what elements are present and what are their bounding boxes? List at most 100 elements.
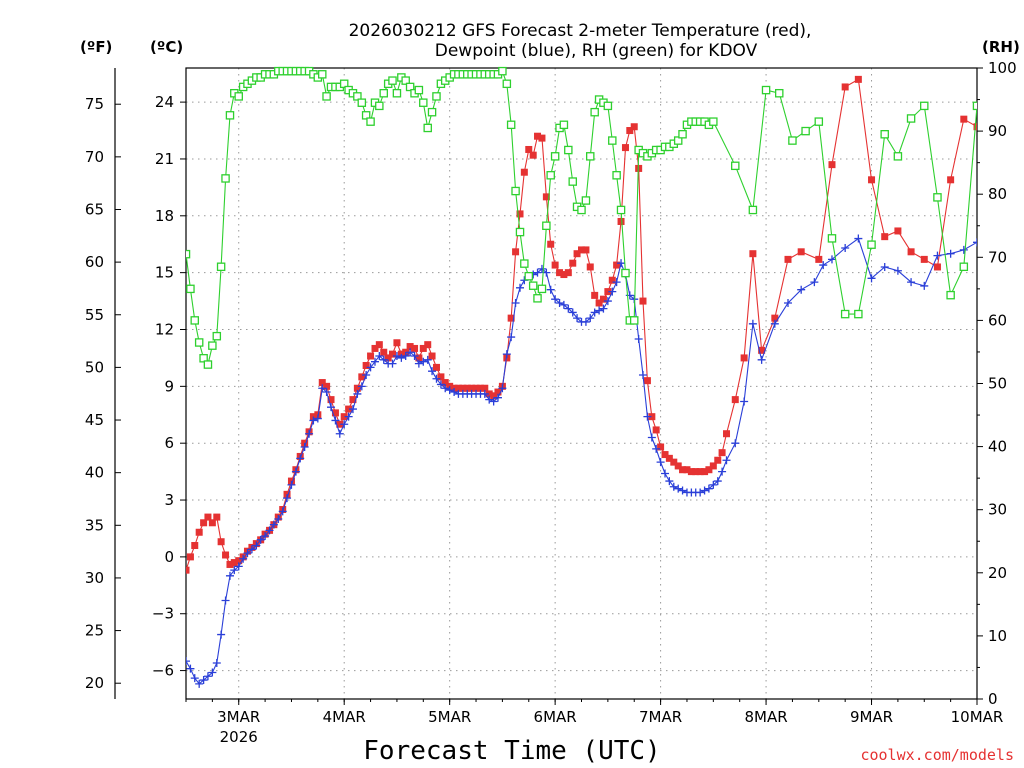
dewpoint-point bbox=[195, 679, 204, 688]
dewpoint-point bbox=[797, 285, 806, 294]
temperature-point bbox=[367, 352, 375, 360]
temperature-point bbox=[595, 299, 603, 307]
temperature-point bbox=[920, 255, 928, 263]
dewpoint-point bbox=[757, 355, 766, 364]
dewpoint-point bbox=[313, 414, 322, 423]
dewpoint-point bbox=[617, 259, 626, 268]
temperature-point bbox=[582, 246, 590, 254]
dewpoint-point bbox=[186, 657, 190, 666]
temperature-point bbox=[599, 295, 607, 303]
dewpoint-point bbox=[599, 304, 608, 313]
fahrenheit-tick-label: 60 bbox=[85, 253, 104, 271]
fahrenheit-tick-label: 20 bbox=[85, 674, 104, 692]
rh-point bbox=[432, 92, 441, 101]
dewpoint-point bbox=[511, 298, 520, 307]
dewpoint-point bbox=[239, 554, 248, 563]
dewpoint-point bbox=[516, 283, 525, 292]
rh-point bbox=[972, 101, 977, 111]
rh-point bbox=[814, 117, 824, 126]
dewpoint-point bbox=[704, 484, 713, 493]
dewpoint-point bbox=[656, 458, 665, 467]
dewpoint-point bbox=[401, 352, 410, 361]
temperature-point bbox=[841, 83, 849, 91]
dewpoint-point bbox=[564, 304, 573, 313]
title-line-2: Dewpoint (blue), RH (green) for KDOV bbox=[435, 41, 758, 61]
rh-point bbox=[586, 152, 595, 161]
rh-tick-label: 50 bbox=[988, 375, 1007, 393]
rh-point bbox=[537, 284, 547, 294]
temperature-point bbox=[621, 144, 629, 152]
temperature-point bbox=[380, 348, 388, 356]
dewpoint-point bbox=[335, 429, 344, 438]
dewpoint-point bbox=[234, 562, 243, 571]
rh-tick-label: 60 bbox=[988, 311, 1007, 329]
dewpoint-point bbox=[357, 382, 366, 391]
dewpoint-point bbox=[269, 520, 278, 529]
dewpoint-point bbox=[441, 384, 450, 393]
dewpoint-point bbox=[203, 672, 212, 681]
celsius-tick-label: 18 bbox=[155, 207, 174, 225]
dewpoint-point bbox=[652, 444, 661, 453]
rh-point bbox=[511, 186, 520, 196]
fahrenheit-tick-label: 25 bbox=[85, 622, 104, 640]
dewpoint-point bbox=[731, 439, 740, 448]
dewpoint-point bbox=[309, 416, 318, 425]
rh-point bbox=[731, 161, 740, 171]
temperature-point bbox=[490, 392, 498, 400]
rh-point bbox=[603, 101, 613, 111]
temperature-point bbox=[551, 261, 559, 269]
celsius-tick-label: 24 bbox=[155, 93, 174, 111]
temperature-point bbox=[718, 449, 726, 457]
temperature-point bbox=[406, 343, 414, 351]
temperature-point bbox=[441, 379, 449, 387]
x-tick-label: 3MAR bbox=[217, 708, 260, 726]
celsius-tick-label: −3 bbox=[152, 605, 174, 623]
dewpoint-point bbox=[784, 298, 793, 307]
fahrenheit-tick-label: 70 bbox=[85, 148, 104, 166]
temperature-point bbox=[815, 255, 823, 263]
dewpoint-point bbox=[212, 658, 221, 667]
rh-point bbox=[854, 309, 863, 319]
temperature-point bbox=[415, 354, 423, 362]
dewpoint-point bbox=[893, 266, 902, 275]
temperature-point bbox=[384, 354, 392, 362]
rh-point bbox=[401, 76, 410, 85]
temperature-point bbox=[534, 132, 542, 140]
rh-point bbox=[801, 126, 810, 136]
temperature-point bbox=[195, 528, 203, 536]
dewpoint-point bbox=[489, 397, 498, 406]
x-tick-label: 10MAR bbox=[951, 708, 1004, 726]
dewpoint-point bbox=[586, 314, 595, 323]
temperature-point bbox=[226, 560, 234, 568]
rh-tick-label: 90 bbox=[988, 122, 1007, 140]
x-tick-label: 7MAR bbox=[639, 708, 682, 726]
temperature-point bbox=[323, 382, 331, 390]
rh-tick-label: 0 bbox=[988, 690, 998, 708]
rh-point bbox=[673, 136, 683, 145]
dewpoint-point bbox=[647, 433, 656, 442]
dewpoint-point bbox=[559, 300, 568, 309]
dewpoint-point bbox=[555, 298, 564, 307]
dewpoint-point bbox=[256, 535, 265, 544]
rh-point bbox=[186, 249, 191, 259]
temperature-point bbox=[696, 468, 704, 476]
x-axis-label: Forecast Time (UTC) bbox=[363, 736, 660, 766]
rh-point bbox=[893, 152, 903, 161]
dewpoint-point bbox=[678, 486, 687, 495]
rh-point bbox=[388, 76, 397, 85]
temperature-point bbox=[749, 250, 757, 258]
dewpoint-point bbox=[959, 245, 968, 254]
dewpoint-point bbox=[296, 454, 305, 463]
dewpoint-point bbox=[608, 287, 617, 296]
credit-link[interactable]: coolwx.com/models bbox=[860, 746, 1014, 764]
dewpoint-point bbox=[406, 348, 415, 357]
rh-point bbox=[533, 294, 542, 303]
temperature-point bbox=[217, 538, 225, 546]
rh-point bbox=[520, 259, 529, 268]
dewpoint-point bbox=[397, 353, 406, 362]
rh-point bbox=[423, 123, 432, 133]
dewpoint-point bbox=[300, 442, 309, 451]
dewpoint-point bbox=[920, 281, 929, 290]
dewpoint-point bbox=[445, 386, 454, 395]
title-line-1: 2026030212 GFS Forecast 2-meter Temperat… bbox=[349, 21, 812, 41]
